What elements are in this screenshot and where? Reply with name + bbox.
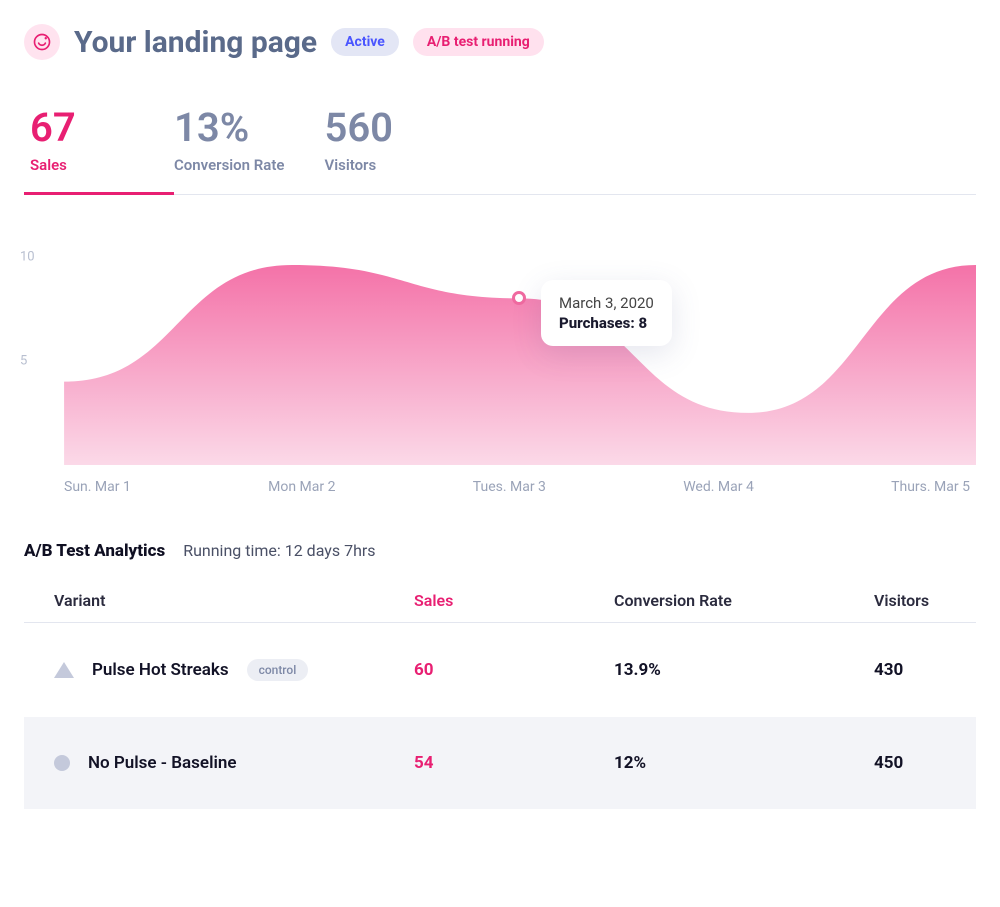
table-row[interactable]: Pulse Hot Streaks control 60 13.9% 430 <box>24 623 976 717</box>
variant-name: Pulse Hot Streaks <box>92 660 229 680</box>
stat-visitors[interactable]: 560 Visitors <box>324 108 474 194</box>
table-row[interactable]: No Pulse - Baseline 54 12% 450 <box>24 717 976 809</box>
control-tag: control <box>247 659 309 681</box>
stat-sales[interactable]: 67 Sales <box>24 108 174 195</box>
stat-value: 560 <box>324 108 434 148</box>
col-visitors[interactable]: Visitors <box>874 591 976 610</box>
dot-icon <box>54 755 70 771</box>
chart-y-tick: 5 <box>20 353 27 368</box>
stat-label: Conversion Rate <box>174 156 284 174</box>
ab-table: Variant Sales Conversion Rate Visitors P… <box>24 577 976 809</box>
col-sales[interactable]: Sales <box>414 591 614 610</box>
chart-x-tick: Thurs. Mar 5 <box>891 479 970 495</box>
chart-x-tick: Sun. Mar 1 <box>64 479 131 495</box>
page-header: Your landing page Active A/B test runnin… <box>24 24 976 60</box>
chart-tooltip: March 3, 2020 Purchases: 8 <box>541 280 672 346</box>
page-title: Your landing page <box>74 25 317 60</box>
chart-y-tick: 10 <box>20 249 35 264</box>
cell-visitors: 450 <box>874 753 976 773</box>
ab-table-head: Variant Sales Conversion Rate Visitors <box>24 577 976 623</box>
status-badge: Active <box>331 28 399 56</box>
cell-visitors: 430 <box>874 660 976 680</box>
cell-sales: 60 <box>414 660 614 680</box>
stat-conversion-rate[interactable]: 13% Conversion Rate <box>174 108 324 194</box>
logo-badge <box>24 24 60 60</box>
tooltip-value: Purchases: 8 <box>559 314 654 332</box>
cell-conversion-rate: 13.9% <box>614 660 874 680</box>
stat-value: 67 <box>30 108 134 148</box>
sales-chart[interactable]: 510 March 3, 2020 Purchases: 8 <box>24 215 976 465</box>
variant-cell: Pulse Hot Streaks control <box>54 659 414 681</box>
stat-label: Visitors <box>324 156 434 174</box>
stat-value: 13% <box>174 108 284 148</box>
col-variant[interactable]: Variant <box>54 591 414 610</box>
tooltip-date: March 3, 2020 <box>559 294 654 312</box>
ab-running-time: Running time: 12 days 7hrs <box>183 541 375 560</box>
cell-conversion-rate: 12% <box>614 753 874 773</box>
variant-name: No Pulse - Baseline <box>88 753 237 773</box>
smile-icon <box>33 33 51 51</box>
col-conversion-rate[interactable]: Conversion Rate <box>614 591 874 610</box>
ab-test-badge: A/B test running <box>413 28 544 56</box>
chart-x-tick: Tues. Mar 3 <box>473 479 546 495</box>
stat-label: Sales <box>30 156 134 174</box>
triangle-icon <box>54 662 74 678</box>
chart-marker <box>512 291 526 305</box>
ab-header: A/B Test Analytics Running time: 12 days… <box>24 541 976 561</box>
variant-cell: No Pulse - Baseline <box>54 753 414 773</box>
cell-sales: 54 <box>414 753 614 773</box>
chart-x-axis: Sun. Mar 1 Mon Mar 2 Tues. Mar 3 Wed. Mar 4… <box>64 479 970 495</box>
chart-x-tick: Mon Mar 2 <box>268 479 335 495</box>
ab-title: A/B Test Analytics <box>24 541 165 561</box>
chart-x-tick: Wed. Mar 4 <box>683 479 754 495</box>
stats-row: 67 Sales 13% Conversion Rate 560 Visitor… <box>24 108 976 195</box>
